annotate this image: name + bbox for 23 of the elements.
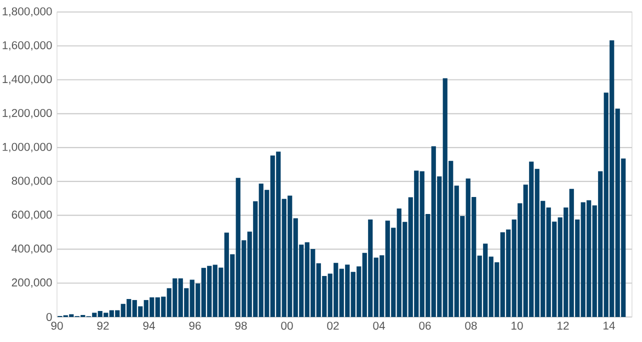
x-tick-label: 94 xyxy=(143,322,155,330)
y-tick-label: 1,000,000 xyxy=(2,142,52,152)
y-tick-label: 800,000 xyxy=(12,176,52,186)
x-tick-label: 98 xyxy=(235,322,247,330)
y-tick-label: 200,000 xyxy=(12,278,52,288)
x-tick-label: 92 xyxy=(97,322,109,330)
y-tick-label: 1,600,000 xyxy=(2,41,52,51)
y-tick-label: 0 xyxy=(46,312,52,321)
y-tick-label: 600,000 xyxy=(12,210,52,220)
x-tick-label: 02 xyxy=(327,322,339,330)
x-tick-label: 90 xyxy=(51,322,63,330)
y-tick-label: 1,400,000 xyxy=(2,75,52,84)
x-tick-label: 08 xyxy=(465,322,477,330)
x-tick-label: 14 xyxy=(604,322,615,330)
y-tick-label: 400,000 xyxy=(12,244,52,254)
x-tick-label: 00 xyxy=(281,322,293,330)
x-tick-label: 04 xyxy=(373,322,385,330)
x-tick-label: 96 xyxy=(189,322,201,330)
x-tick-label: 12 xyxy=(558,322,569,330)
y-tick-label: 1,200,000 xyxy=(2,108,52,118)
x-tick-label: 10 xyxy=(512,322,523,330)
x-tick-label: 06 xyxy=(419,322,431,330)
y-tick-label: 1,800,000 xyxy=(2,7,52,17)
